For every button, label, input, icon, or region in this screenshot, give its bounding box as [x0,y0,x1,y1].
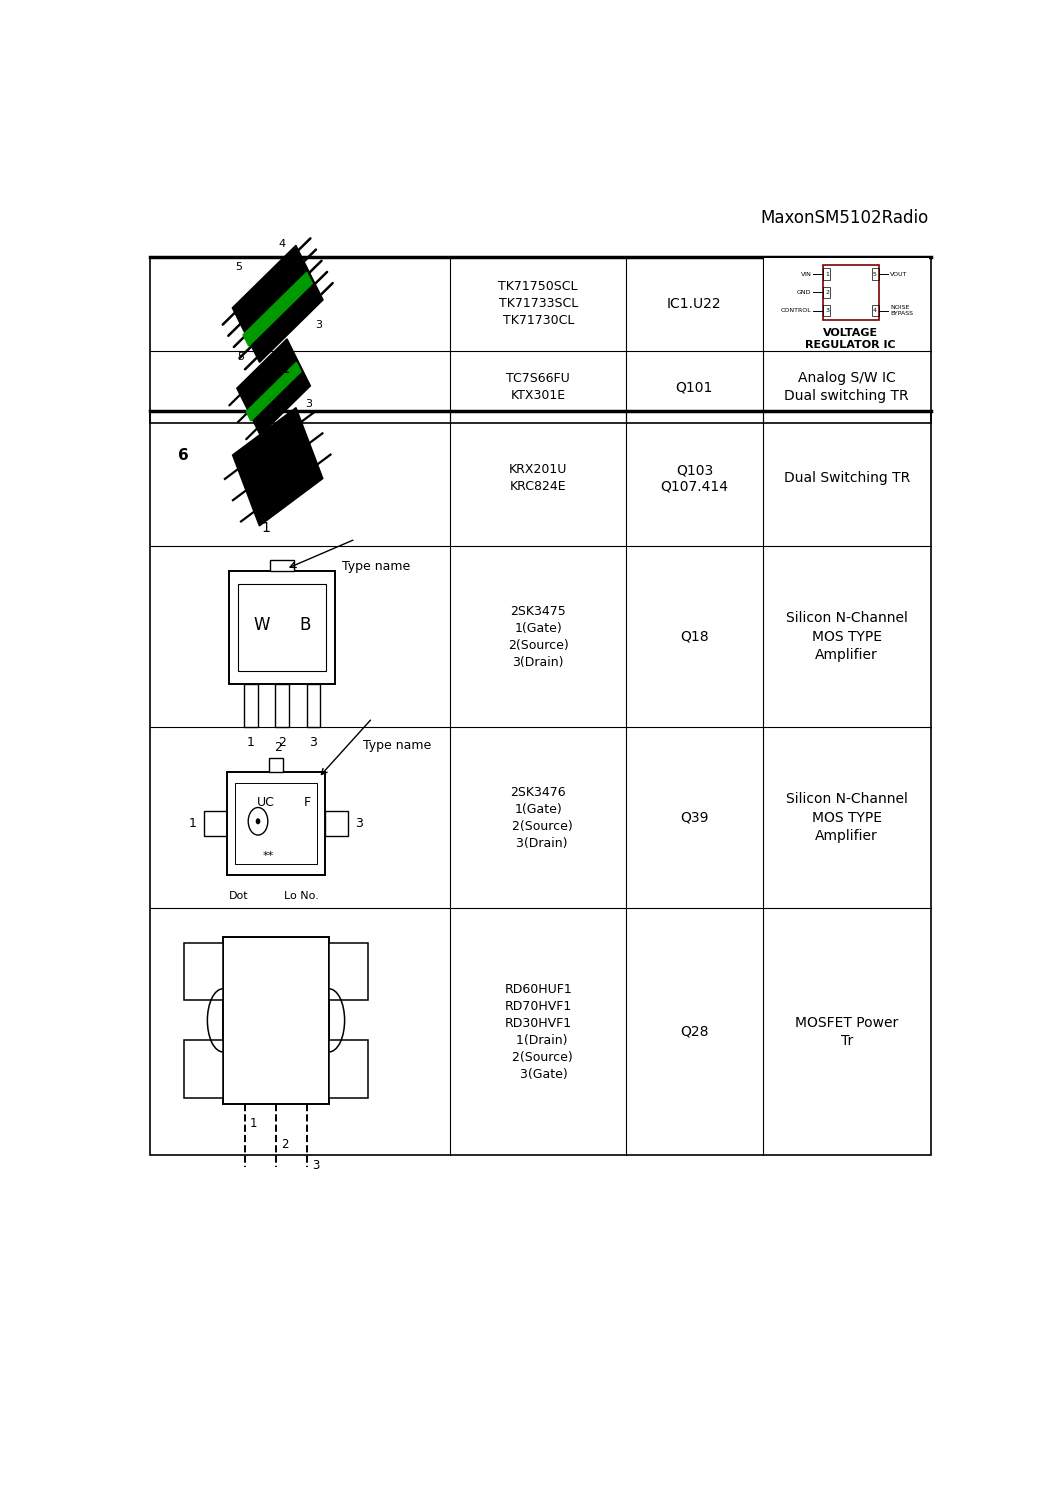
Bar [823,286,829,298]
Text: 1: 1 [247,736,255,749]
Text: 2: 2 [278,736,286,749]
Text: Q39: Q39 [680,811,708,825]
Text: MaxonSM5102Radio: MaxonSM5102Radio [760,209,929,226]
Bar [823,265,879,320]
Bar [270,560,294,571]
Bar [872,305,879,316]
Circle shape [256,820,259,824]
Text: 1: 1 [261,522,270,535]
Polygon shape [243,273,312,346]
Text: 4: 4 [274,332,281,341]
Bar [329,943,368,1000]
Bar [222,937,329,1104]
Text: Analog S/W IC
Dual switching TR: Analog S/W IC Dual switching TR [784,371,909,404]
Polygon shape [232,246,324,362]
Text: 1: 1 [278,440,286,450]
Text: CONTROL: CONTROL [781,308,812,313]
Text: RD60HUF1
RD70HVF1
RD30HVF1
  1(Drain)
  2(Source)
   3(Gate): RD60HUF1 RD70HVF1 RD30HVF1 1(Drain) 2(So… [504,983,572,1080]
Text: 2SK3475
1(Gate)
2(Source)
3(Drain): 2SK3475 1(Gate) 2(Source) 3(Drain) [508,605,568,669]
Text: Dot: Dot [229,891,249,901]
Text: Q103
Q107.414: Q103 Q107.414 [661,463,728,493]
Bar [227,772,325,875]
Text: 2SK3476
1(Gate)
  2(Source)
  3(Drain): 2SK3476 1(Gate) 2(Source) 3(Drain) [504,785,572,849]
Text: 3: 3 [825,308,829,313]
Text: 5: 5 [237,352,245,362]
Bar [245,684,257,727]
Bar [764,258,929,350]
Text: 3: 3 [355,817,364,830]
Text: 2: 2 [825,291,829,295]
Text: 5: 5 [873,271,876,277]
Text: VOLTAGE
REGULATOR IC: VOLTAGE REGULATOR IC [796,288,898,320]
Text: 5: 5 [235,262,242,273]
Bar [238,584,326,670]
Text: VIN: VIN [801,271,812,277]
Text: NOISE
BYPASS: NOISE BYPASS [890,305,913,316]
Text: F: F [304,797,311,809]
Text: Q18: Q18 [680,630,708,644]
Text: VOUT: VOUT [890,271,907,277]
Text: TC7S66FU
KTX301E: TC7S66FU KTX301E [506,372,570,402]
Text: Type name: Type name [363,739,431,751]
Text: GND: GND [797,291,812,295]
Text: Q28: Q28 [680,1025,708,1039]
Bar [275,684,289,727]
Text: 1: 1 [282,365,290,375]
Bar [150,256,931,423]
Bar [823,305,829,316]
Polygon shape [233,408,323,526]
Text: W: W [253,615,270,635]
Text: 4: 4 [873,308,877,313]
Text: MOSFET Power
Tr: MOSFET Power Tr [795,1016,898,1047]
Text: 1: 1 [189,817,197,830]
Text: IC1.U22: IC1.U22 [667,297,722,311]
Text: 3: 3 [306,399,312,410]
Text: 3: 3 [312,1159,319,1171]
Text: Q101: Q101 [676,380,714,393]
Text: 1: 1 [825,271,829,277]
Text: 2: 2 [274,741,282,754]
Bar [329,1040,368,1098]
Polygon shape [247,362,301,422]
Text: UC: UC [257,797,275,809]
Text: 3: 3 [315,319,323,329]
Text: VOLTAGE
REGULATOR IC: VOLTAGE REGULATOR IC [805,328,896,350]
Text: 6: 6 [178,448,189,463]
Bar [150,411,931,1155]
Bar [269,758,284,772]
Text: Type name: Type name [341,560,410,572]
Bar [183,943,222,1000]
Text: Lo No.: Lo No. [285,891,319,901]
Text: 4: 4 [278,240,286,249]
Bar [229,571,335,684]
Text: 2: 2 [281,1138,289,1150]
Text: Silicon N-Channel
MOS TYPE
Amplifier: Silicon N-Channel MOS TYPE Amplifier [785,793,907,843]
Bar [307,684,319,727]
Text: KRX201U
KRC824E: KRX201U KRC824E [509,463,567,493]
Text: Dual Switching TR: Dual Switching TR [783,471,910,486]
Text: **: ** [262,851,273,861]
Text: TK71750SCL
TK71733SCL
TK71730CL: TK71750SCL TK71733SCL TK71730CL [499,280,578,328]
Text: 3: 3 [309,736,317,749]
Bar [183,1040,222,1098]
Bar [235,784,317,864]
Bar [872,268,879,280]
Text: Silicon N-Channel
MOS TYPE
Amplifier: Silicon N-Channel MOS TYPE Amplifier [785,611,907,662]
Bar [823,268,829,280]
Text: B: B [299,615,311,635]
Polygon shape [237,338,311,435]
Text: 1: 1 [250,1118,257,1131]
Bar [325,811,348,836]
Bar [204,811,227,836]
